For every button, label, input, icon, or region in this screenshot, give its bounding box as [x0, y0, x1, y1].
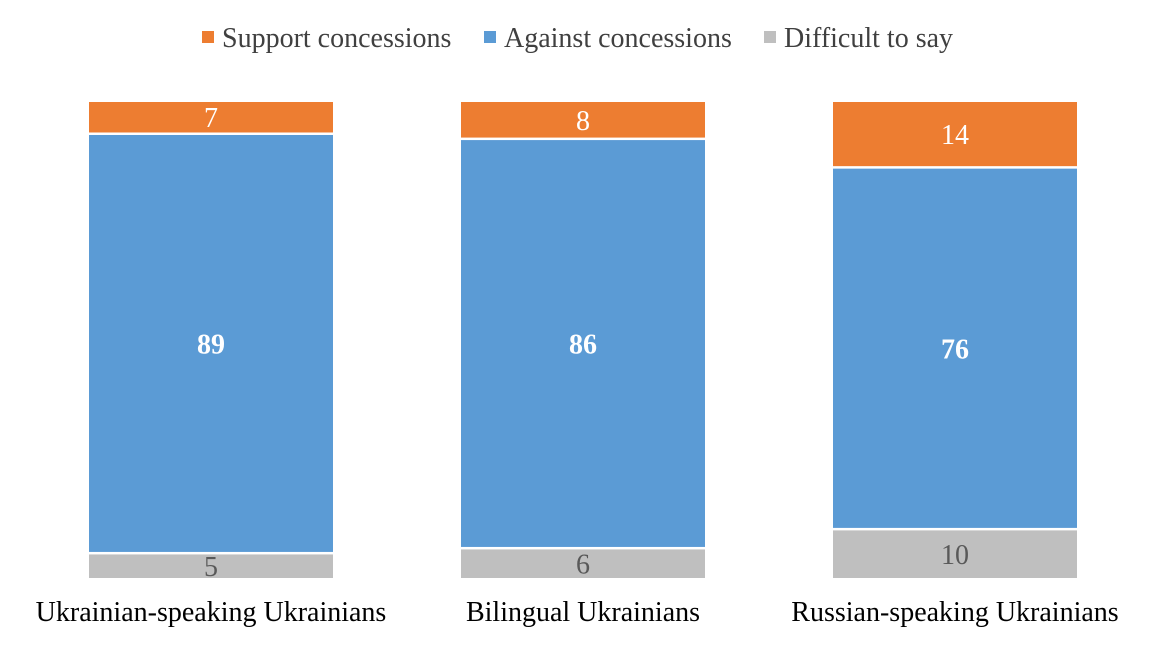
- data-label-support-concessions: 14: [941, 120, 969, 151]
- data-label-support-concessions: 8: [576, 106, 590, 137]
- data-label-against-concessions: 86: [569, 330, 597, 361]
- bar-stack-ukrainian-speaking-ukrainians: 7 89 5: [89, 102, 333, 583]
- category-label: Bilingual Ukrainians: [466, 597, 700, 628]
- category-label: Ukrainian-speaking Ukrainians: [36, 597, 387, 628]
- legend: Support concessions Against concessions Di…: [202, 23, 953, 54]
- bar-segment-difficult-to-say: [833, 530, 1077, 578]
- bars: 7 89 5 8 86 6 14 76 10: [89, 102, 1077, 583]
- bar-segment-against-concessions: [89, 134, 333, 552]
- legend-item-against-concessions: Against concessions: [484, 23, 732, 54]
- bar-segment-against-concessions: [833, 168, 1077, 528]
- category-labels: Ukrainian-speaking Ukrainians Bilingual U…: [36, 597, 1119, 628]
- bar-segment-support-concessions: [89, 102, 333, 133]
- legend-item-support-concessions: Support concessions: [202, 23, 451, 54]
- bar-segment-difficult-to-say: [89, 554, 333, 578]
- data-label-against-concessions: 76: [941, 334, 969, 365]
- legend-label: Against concessions: [504, 23, 732, 54]
- data-label-against-concessions: 89: [197, 329, 225, 360]
- category-label: Russian-speaking Ukrainians: [791, 597, 1118, 628]
- legend-swatch: [484, 31, 496, 43]
- legend-label: Difficult to say: [784, 23, 953, 54]
- bar-stack-bilingual-ukrainians: 8 86 6: [461, 102, 705, 581]
- data-label-difficult-to-say: 6: [576, 550, 590, 581]
- bar-segment-support-concessions: [461, 102, 705, 138]
- data-label-support-concessions: 7: [204, 103, 218, 134]
- legend-swatch: [202, 31, 214, 43]
- bar-segment-difficult-to-say: [461, 549, 705, 578]
- data-label-difficult-to-say: 10: [941, 540, 969, 571]
- legend-label: Support concessions: [222, 23, 451, 54]
- bar-segment-support-concessions: [833, 102, 1077, 167]
- legend-item-difficult-to-say: Difficult to say: [764, 23, 953, 54]
- legend-swatch: [764, 31, 776, 43]
- bar-stack-russian-speaking-ukrainians: 14 76 10: [833, 102, 1077, 578]
- data-label-difficult-to-say: 5: [204, 552, 218, 583]
- bar-segment-against-concessions: [461, 140, 705, 547]
